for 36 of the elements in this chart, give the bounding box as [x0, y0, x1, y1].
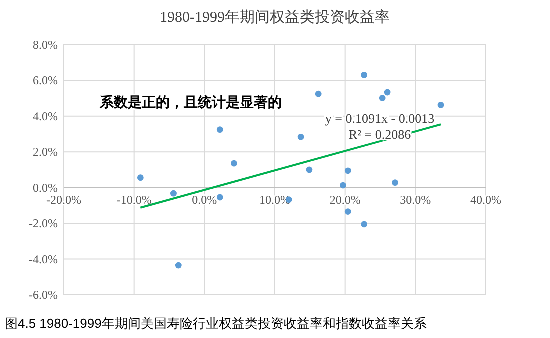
point	[216, 126, 224, 134]
annotation: y = 0.1091x - 0.0013	[325, 111, 435, 126]
y-tick-label: 0.0%	[33, 180, 58, 195]
point	[438, 102, 444, 108]
point	[344, 168, 352, 174]
x-tick-label: -10.0%	[116, 192, 152, 207]
point	[379, 95, 386, 102]
point	[231, 160, 238, 167]
y-tick-label: 4.0%	[33, 109, 58, 124]
x-tick-label: -20.0%	[46, 192, 82, 207]
x-tick-label: 20.0%	[330, 192, 361, 207]
chart-title: 1980-1999年期间权益类投资收益率	[160, 9, 390, 26]
y-tick-label: -2.0%	[29, 216, 58, 231]
x-tick-label: 40.0%	[470, 192, 502, 207]
y-tick-label: -6.0%	[29, 288, 58, 302]
y-tick-label: 8.0%	[33, 38, 58, 52]
point	[306, 166, 313, 174]
point	[361, 72, 368, 78]
point	[175, 262, 182, 269]
point	[216, 194, 224, 201]
point	[384, 89, 391, 96]
x-tick-label: 0.0%	[192, 192, 218, 207]
annotation: 系数是正的，且统计是显著的	[99, 94, 282, 110]
y-tick-label: 6.0%	[33, 74, 58, 88]
point	[344, 208, 352, 215]
caption: 图4.5 1980-1999年期间美国寿险行业权益类投资收益率和指数收益率关系	[5, 316, 427, 331]
x-tick-label: 30.0%	[400, 192, 432, 207]
y-tick-label: -4.0%	[29, 252, 58, 266]
point	[340, 182, 346, 189]
point	[298, 134, 304, 140]
point	[361, 221, 368, 228]
y-tick-label: 2.0%	[33, 145, 58, 160]
point	[392, 180, 398, 186]
point	[137, 174, 144, 182]
point	[315, 90, 322, 98]
point	[170, 190, 177, 197]
